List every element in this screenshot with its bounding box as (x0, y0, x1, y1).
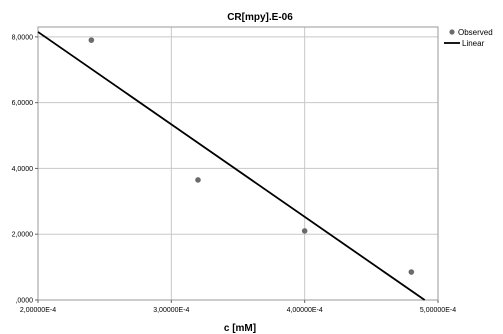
x-axis-ticks: 2,00000E-4 3,00000E-4 4,00000E-4 5,00000E-4 (20, 300, 456, 314)
y-tick-label: 6,0000 (12, 100, 34, 107)
observed-point (408, 269, 415, 275)
grid (37, 27, 439, 301)
y-tick-label: 4,0000 (12, 166, 34, 173)
y-tick-label: 8,0000 (12, 34, 34, 41)
x-tick-label: 2,00000E-4 (20, 307, 56, 314)
legend-observed-marker (449, 29, 455, 35)
chart-title: CR[mpy].E-06 (227, 12, 293, 23)
y-axis-ticks: ,0000 2,0000 4,0000 6,0000 8,0000 (12, 34, 38, 305)
legend-observed-label: Observed (458, 28, 493, 37)
legend-linear-label: Linear (462, 39, 485, 48)
y-tick-label: 2,0000 (12, 232, 34, 239)
x-tick-label: 4,00000E-4 (287, 307, 323, 314)
y-tick-label: ,0000 (15, 298, 33, 305)
series-layer (37, 31, 426, 301)
observed-point (88, 37, 95, 43)
x-tick-label: 5,00000E-4 (420, 307, 456, 314)
linear-fit-line (37, 31, 426, 301)
observed-point (195, 177, 201, 183)
x-tick-label: 3,00000E-4 (153, 307, 189, 314)
observed-point (301, 228, 308, 234)
x-axis-label: c [mM] (224, 323, 256, 334)
legend: Observed Linear (444, 28, 493, 48)
plot-area-frame (37, 26, 439, 301)
